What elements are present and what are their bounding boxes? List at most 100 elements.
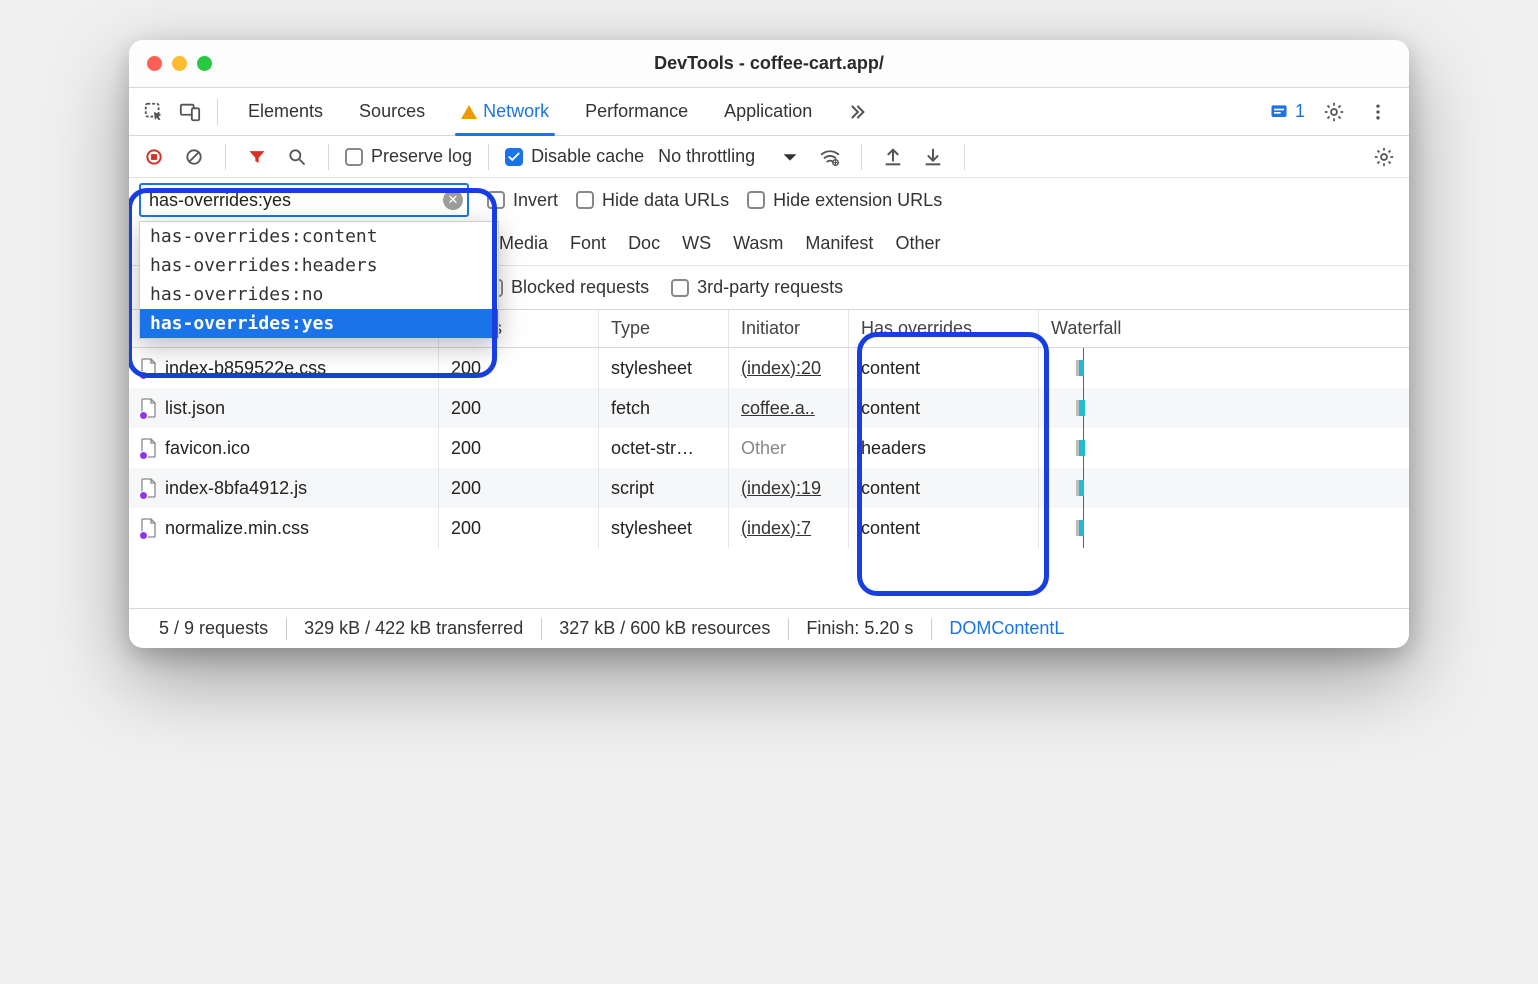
tab-performance[interactable]: Performance (567, 88, 706, 135)
column-header[interactable]: Waterfall (1039, 310, 1409, 347)
waterfall-bar (1076, 440, 1085, 456)
status-domcontentloaded[interactable]: DOMContentL (931, 618, 1082, 639)
type-filter-ws[interactable]: WS (682, 233, 711, 254)
cell-type: stylesheet (599, 508, 729, 548)
kebab-menu-icon[interactable] (1363, 97, 1393, 127)
initiator-link[interactable]: (index):7 (741, 518, 811, 539)
file-icon (141, 438, 157, 458)
table-row[interactable]: favicon.ico200octet-str…Otherheaders (129, 428, 1409, 468)
divider (964, 144, 965, 170)
filter-input-wrap: ✕ has-overrides:contenthas-overrides:hea… (139, 183, 469, 217)
record-icon[interactable] (139, 142, 169, 172)
hide-data-urls-label: Hide data URLs (602, 190, 729, 211)
cell-name: list.json (129, 388, 439, 428)
tab-label: Network (483, 101, 549, 122)
gear-icon[interactable] (1319, 97, 1349, 127)
status-resources: 327 kB / 600 kB resources (541, 618, 788, 639)
type-filter-manifest[interactable]: Manifest (805, 233, 873, 254)
divider (225, 144, 226, 170)
file-name: favicon.ico (165, 438, 250, 459)
blocked-requests-label: Blocked requests (511, 277, 649, 298)
cell-initiator: coffee.a.. (729, 388, 849, 428)
tab-network[interactable]: Network (443, 88, 567, 135)
file-name: normalize.min.css (165, 518, 309, 539)
download-har-icon[interactable] (918, 142, 948, 172)
column-header[interactable]: Type (599, 310, 729, 347)
traffic-lights (129, 56, 212, 71)
table-row[interactable]: list.json200fetchcoffee.a..content (129, 388, 1409, 428)
autocomplete-item[interactable]: has-overrides:yes (140, 309, 498, 338)
cell-has-overrides: headers (849, 428, 1039, 468)
checkbox-box (671, 279, 689, 297)
status-transferred: 329 kB / 422 kB transferred (286, 618, 541, 639)
type-filter-font[interactable]: Font (570, 233, 606, 254)
cell-initiator: (index):7 (729, 508, 849, 548)
window-title: DevTools - coffee-cart.app/ (129, 53, 1409, 74)
titlebar: DevTools - coffee-cart.app/ (129, 40, 1409, 88)
minimize-window-button[interactable] (172, 56, 187, 71)
type-filter-media[interactable]: Media (499, 233, 548, 254)
tab-label: Elements (248, 101, 323, 122)
preserve-log-checkbox[interactable]: Preserve log (345, 146, 472, 167)
throttling-select[interactable]: No throttling (654, 146, 805, 168)
network-toolbar: Preserve log Disable cache No throttling (129, 136, 1409, 178)
cell-initiator: Other (729, 428, 849, 468)
hide-data-urls-checkbox[interactable]: Hide data URLs (576, 190, 729, 211)
column-header[interactable]: Has overrides (849, 310, 1039, 347)
gear-icon[interactable] (1369, 142, 1399, 172)
autocomplete-item[interactable]: has-overrides:no (140, 280, 498, 309)
waterfall-bar (1076, 360, 1084, 376)
tab-elements[interactable]: Elements (230, 88, 341, 135)
table-row[interactable]: index-8bfa4912.js200script(index):19cont… (129, 468, 1409, 508)
filter-icon[interactable] (242, 142, 272, 172)
type-filter-other[interactable]: Other (895, 233, 940, 254)
inspect-element-icon[interactable] (139, 97, 169, 127)
hide-extension-urls-checkbox[interactable]: Hide extension URLs (747, 190, 942, 211)
clear-filter-icon[interactable]: ✕ (443, 190, 463, 210)
warning-icon (461, 105, 477, 119)
issues-badge[interactable]: 1 (1269, 101, 1305, 122)
file-icon (141, 518, 157, 538)
cell-has-overrides: content (849, 468, 1039, 508)
cell-status: 200 (439, 388, 599, 428)
zoom-window-button[interactable] (197, 56, 212, 71)
device-toolbar-icon[interactable] (175, 97, 205, 127)
more-tabs-icon[interactable] (842, 97, 872, 127)
initiator-link[interactable]: (index):20 (741, 358, 821, 379)
cell-initiator: (index):19 (729, 468, 849, 508)
third-party-checkbox[interactable]: 3rd-party requests (671, 277, 843, 298)
file-name: list.json (165, 398, 225, 419)
type-filter-doc[interactable]: Doc (628, 233, 660, 254)
divider (861, 144, 862, 170)
devtools-window: DevTools - coffee-cart.app/ Elements Sour… (129, 40, 1409, 648)
filter-input[interactable] (139, 183, 469, 217)
initiator-link[interactable]: (index):19 (741, 478, 821, 499)
blocked-requests-checkbox[interactable]: Blocked requests (485, 277, 649, 298)
column-header[interactable]: Initiator (729, 310, 849, 347)
hide-extension-urls-label: Hide extension URLs (773, 190, 942, 211)
invert-checkbox[interactable]: Invert (487, 190, 558, 211)
close-window-button[interactable] (147, 56, 162, 71)
table-row[interactable]: index-b859522e.css200stylesheet(index):2… (129, 348, 1409, 388)
autocomplete-item[interactable]: has-overrides:content (140, 222, 498, 251)
search-icon[interactable] (282, 142, 312, 172)
waterfall-bar (1076, 400, 1085, 416)
type-filter-wasm[interactable]: Wasm (733, 233, 783, 254)
status-finish: Finish: 5.20 s (788, 618, 931, 639)
file-icon (141, 478, 157, 498)
initiator-link[interactable]: coffee.a.. (741, 398, 815, 419)
network-conditions-icon[interactable] (815, 142, 845, 172)
invert-label: Invert (513, 190, 558, 211)
disable-cache-checkbox[interactable]: Disable cache (505, 146, 644, 167)
clear-icon[interactable] (179, 142, 209, 172)
tab-application[interactable]: Application (706, 88, 830, 135)
checkbox-box (505, 148, 523, 166)
table-body: index-b859522e.css200 stylesheet (index):2… (129, 348, 1409, 608)
table-row[interactable]: normalize.min.css200stylesheet(index):7c… (129, 508, 1409, 548)
cell-name: index-b859522e.css (129, 348, 439, 388)
cell-has-overrides: content (849, 508, 1039, 548)
autocomplete-item[interactable]: has-overrides:headers (140, 251, 498, 280)
upload-har-icon[interactable] (878, 142, 908, 172)
status-requests: 5 / 9 requests (141, 618, 286, 639)
tab-sources[interactable]: Sources (341, 88, 443, 135)
